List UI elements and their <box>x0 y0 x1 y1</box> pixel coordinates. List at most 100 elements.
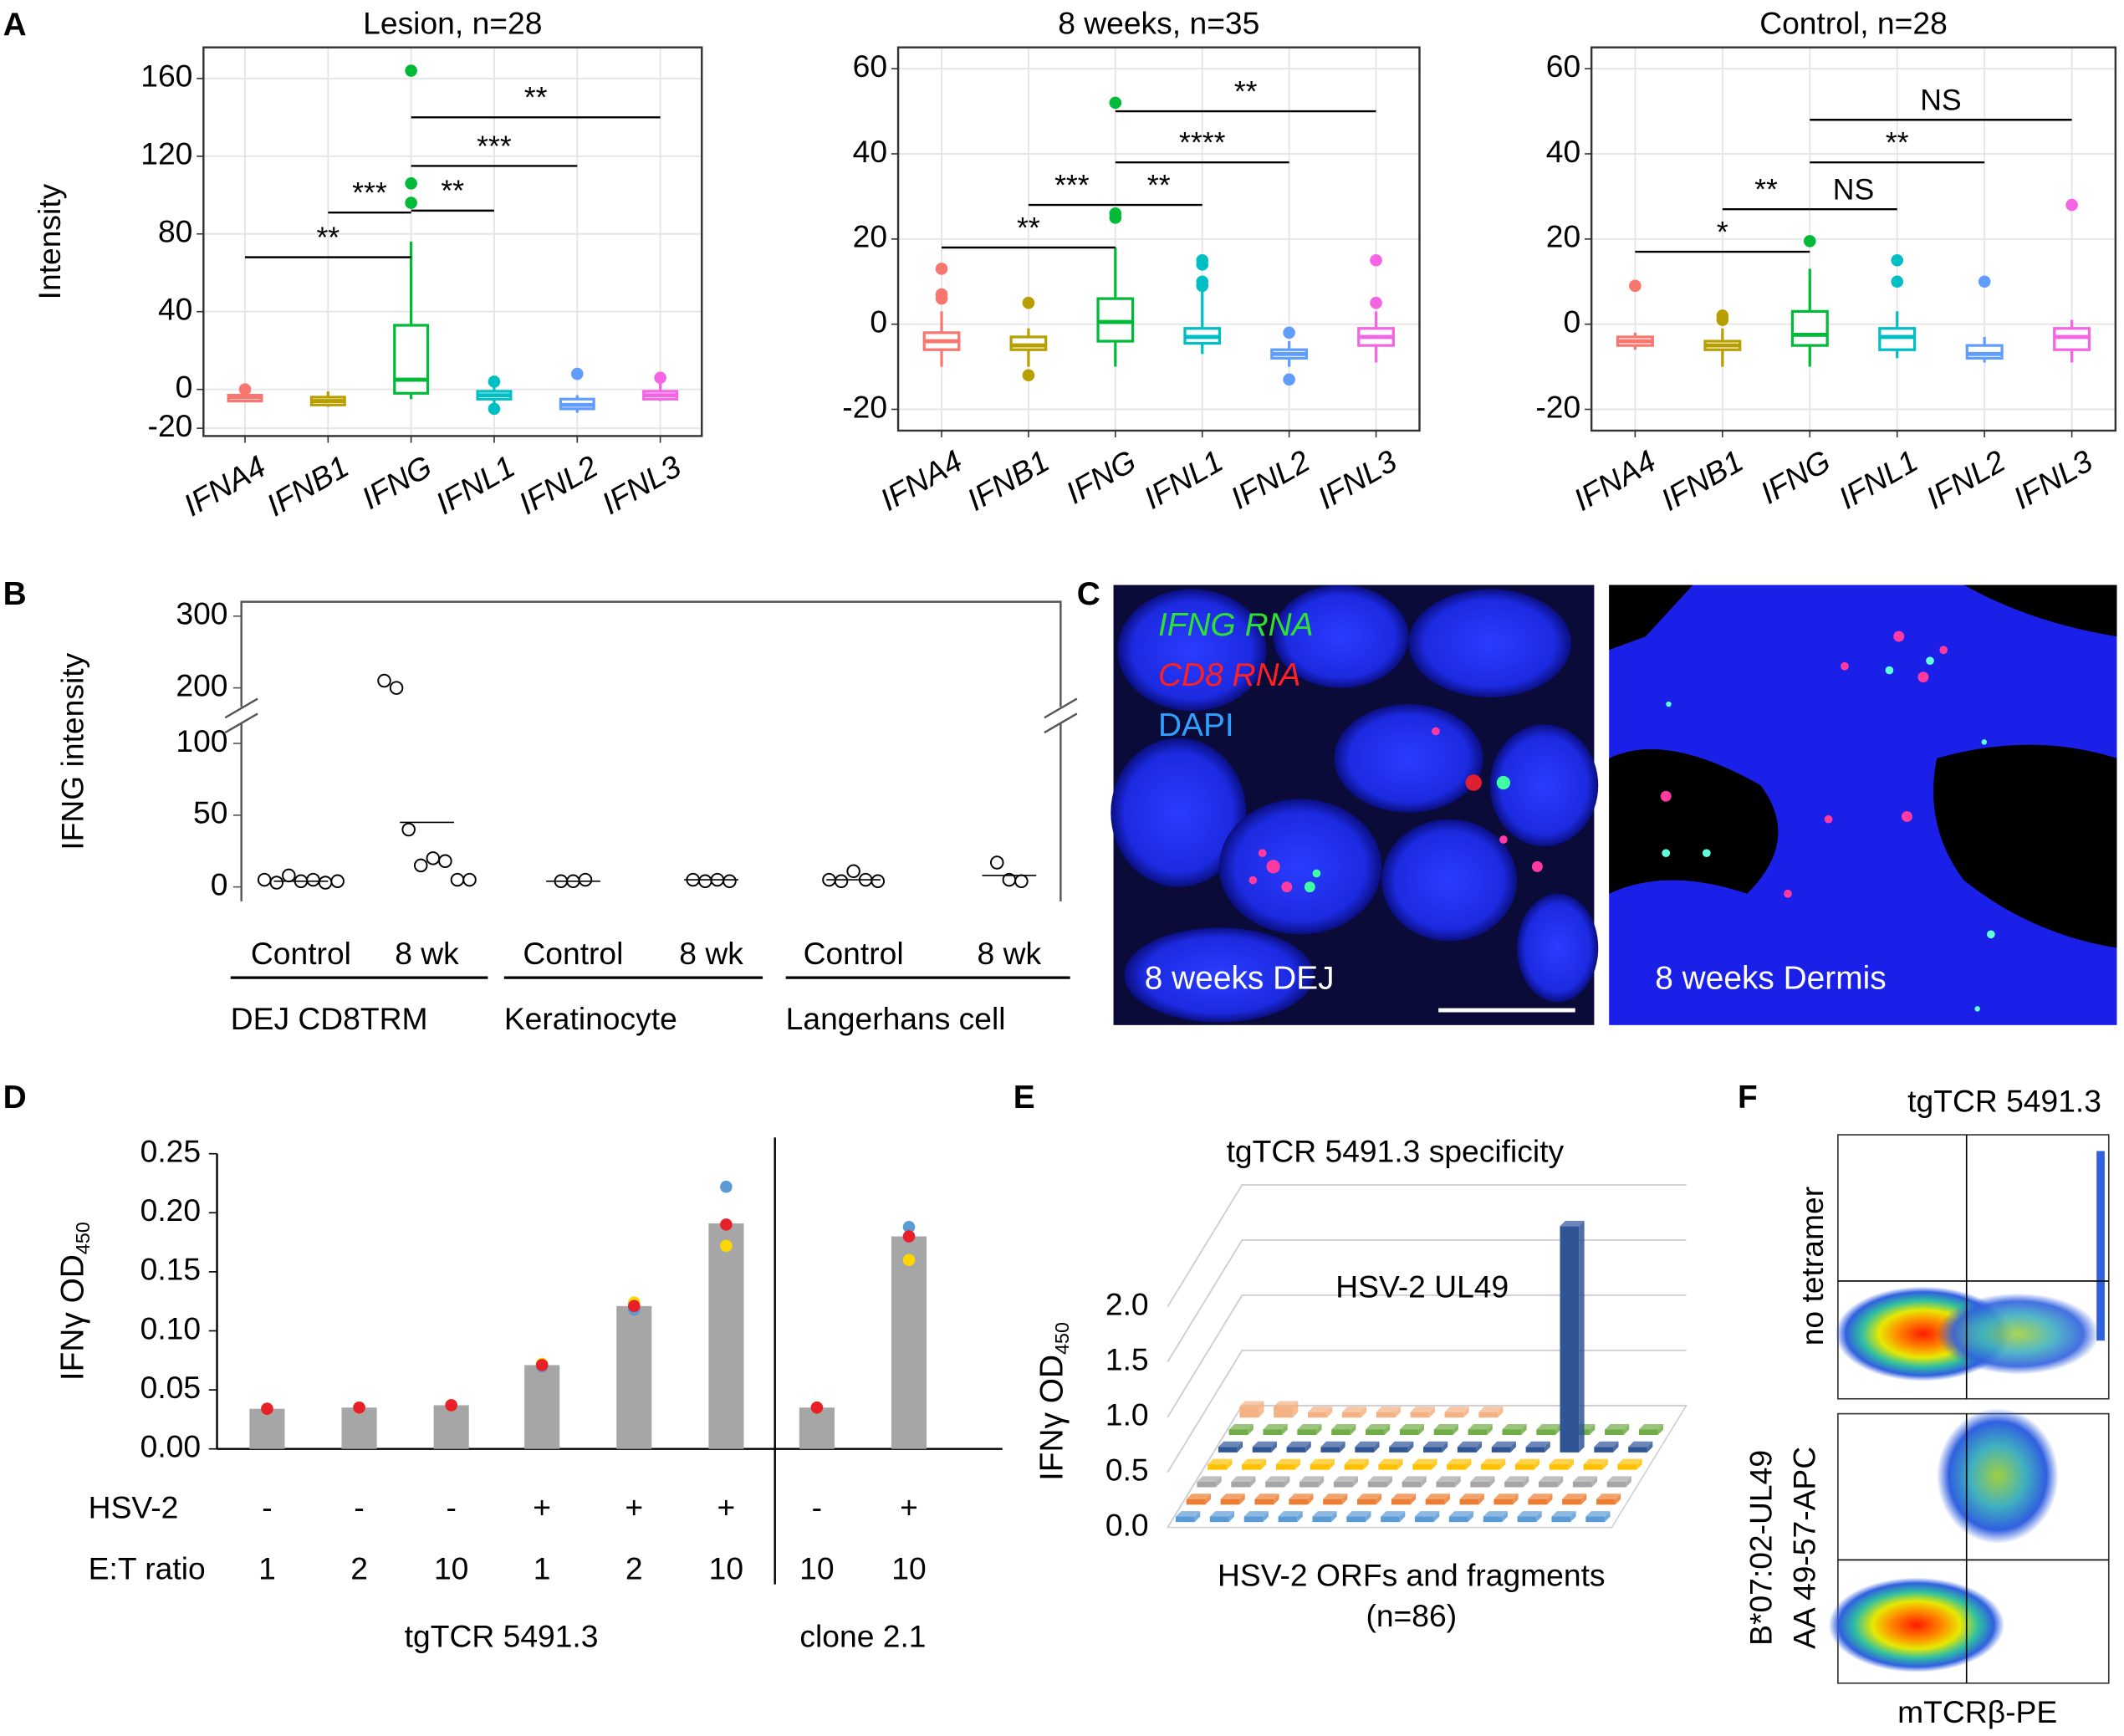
y-tick-label: -20 <box>842 389 887 424</box>
bar <box>1312 1516 1332 1523</box>
bar-side <box>1259 1401 1264 1418</box>
x-tick-label: IFNA4 <box>874 443 968 518</box>
bar <box>1376 1412 1396 1418</box>
bar-top <box>1528 1493 1553 1499</box>
x-tick-label: IFNL1 <box>1138 443 1229 516</box>
bar-side <box>1557 1476 1564 1488</box>
significance-label: ** <box>1017 211 1040 244</box>
bar <box>1274 1407 1293 1418</box>
group-label: tgTCR 5491.3 <box>405 1618 599 1653</box>
cell-population <box>2096 1151 2105 1341</box>
replicate-dot <box>353 1401 365 1414</box>
bar <box>1425 1499 1445 1505</box>
bar <box>1323 1499 1342 1505</box>
data-point <box>282 868 296 883</box>
y-tick-label: 0 <box>1563 304 1580 339</box>
bar-side <box>1602 1458 1608 1470</box>
replicate-dot <box>810 1401 824 1414</box>
subgroup-label: 8 wk <box>679 936 743 971</box>
bar-side <box>1570 1511 1576 1523</box>
bar-top <box>1617 1458 1642 1465</box>
bar-side <box>1318 1476 1325 1488</box>
x-tick-label: IFNL1 <box>1833 443 1924 516</box>
bar-top <box>1228 1423 1253 1430</box>
y-tick-label: 0 <box>211 867 228 902</box>
bar-top <box>1585 1511 1611 1517</box>
data-point <box>413 858 428 873</box>
bar <box>1263 1429 1283 1436</box>
bar-top <box>1491 1441 1516 1448</box>
row-cell: 10 <box>891 1550 926 1585</box>
bar-top <box>1514 1458 1540 1465</box>
bar <box>1423 1447 1442 1453</box>
legend-dapi: DAPI <box>1158 707 1234 743</box>
significance-label: ** <box>1886 126 1909 160</box>
bar <box>1220 1499 1240 1505</box>
flow-plots: tgTCR 5491.3 no tetramer B*07:02-UL49 AA… <box>1744 1084 2110 1729</box>
y-tick-label: 40 <box>158 292 192 327</box>
bar-side <box>1248 1423 1253 1436</box>
x-tick-label: IFNL1 <box>430 448 521 521</box>
bar-top <box>1596 1493 1621 1499</box>
row-cell: + <box>900 1489 918 1524</box>
bar <box>1483 1516 1503 1523</box>
bar <box>1444 1412 1464 1418</box>
bar-side <box>1292 1401 1299 1418</box>
bar-top <box>1208 1458 1233 1465</box>
group-label: clone 2.1 <box>799 1618 926 1653</box>
bar <box>1583 1464 1603 1470</box>
x-tick-label: IFNG <box>1059 443 1141 511</box>
bar <box>1478 1412 1499 1418</box>
bar-top <box>1594 1441 1619 1448</box>
data-point <box>306 872 320 887</box>
bar-side <box>1626 1476 1631 1488</box>
bar-top <box>1562 1493 1587 1499</box>
bar-top <box>1504 1476 1529 1482</box>
bar-top <box>1560 1220 1585 1227</box>
bar-top <box>1344 1458 1369 1465</box>
bar-top <box>1536 1423 1561 1430</box>
y-tick-label: 40 <box>1546 134 1580 169</box>
bar-top <box>1231 1476 1256 1482</box>
bar <box>1528 1499 1547 1505</box>
outlier <box>1716 309 1729 322</box>
y-tick-label: 60 <box>1546 49 1580 84</box>
micrograph-dej: IFNG RNA CD8 RNA DAPI 8 weeks DEJ <box>1111 585 1599 1025</box>
panel-letter: B <box>3 576 27 612</box>
y-tick-label: -20 <box>1535 389 1580 424</box>
bar <box>1551 1516 1571 1523</box>
bar-side <box>1395 1407 1401 1418</box>
y-tick-label: 20 <box>853 219 887 254</box>
significance-label: *** <box>1054 168 1090 202</box>
bar <box>524 1365 560 1449</box>
bar-side <box>1536 1511 1542 1523</box>
outlier <box>570 367 584 380</box>
bar-side <box>1352 1476 1359 1488</box>
chart-title: Control, n=28 <box>1759 6 1948 41</box>
subgroup-label: Control <box>251 936 351 971</box>
bar-side <box>1636 1458 1642 1470</box>
axis-break <box>1044 712 1078 734</box>
bar-side <box>1513 1493 1519 1505</box>
y-tick-label: -20 <box>148 408 193 443</box>
x-tick-label: IFNA4 <box>1568 443 1662 518</box>
bar <box>1514 1464 1534 1470</box>
data-point <box>377 673 391 688</box>
flow-row-label: B*07:02-UL49 <box>1744 1450 1779 1646</box>
chart-title: 8 weeks, n=35 <box>1058 6 1259 41</box>
y-axis-label-sub: 450 <box>72 1222 94 1254</box>
bar-side <box>1623 1423 1630 1436</box>
axis-break <box>224 697 258 719</box>
bar <box>1366 1429 1385 1436</box>
bar <box>1346 1516 1366 1523</box>
outlier <box>935 263 948 275</box>
cd8-signal <box>1248 727 1543 893</box>
bar <box>799 1407 835 1449</box>
flow-x-label: mTCRβ-PE <box>1897 1694 2057 1729</box>
data-point <box>722 874 737 889</box>
bar <box>891 1236 927 1449</box>
plot-background <box>203 47 702 437</box>
bar-side <box>1544 1441 1550 1453</box>
bar-side <box>1647 1441 1653 1453</box>
bar <box>1209 1516 1229 1523</box>
